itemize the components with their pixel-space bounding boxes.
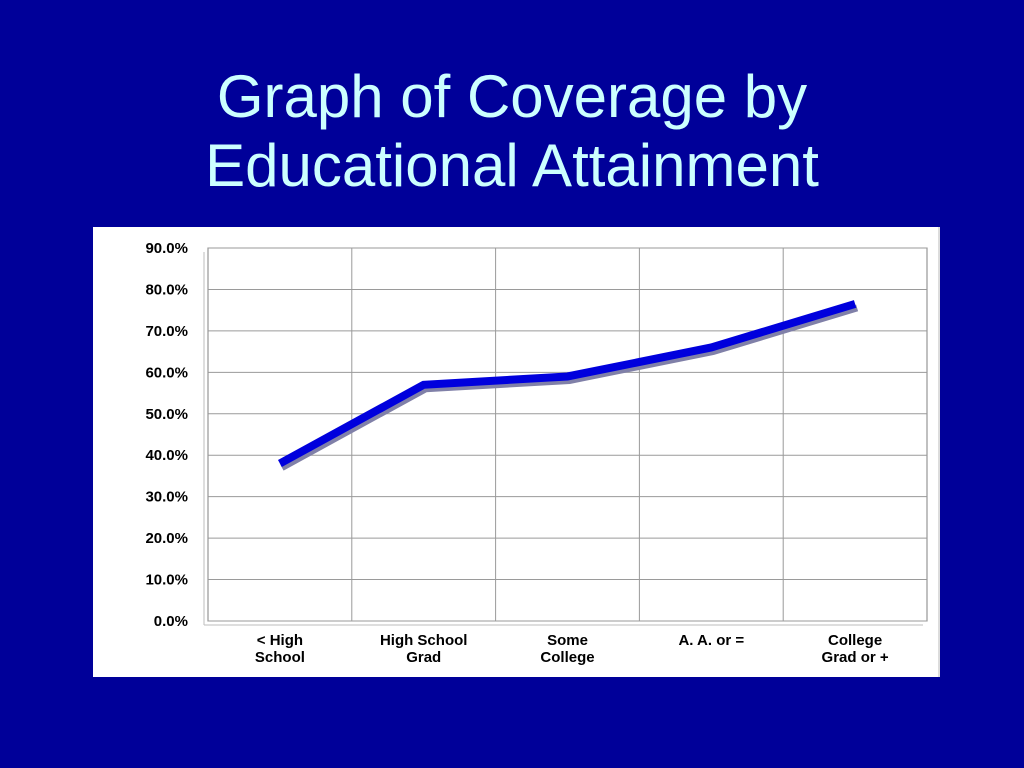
x-category-label-line: Some — [547, 632, 588, 649]
plot-area-border — [207, 247, 928, 622]
y-tick-label: 60.0% — [145, 364, 188, 381]
y-tick-label: 90.0% — [145, 240, 188, 257]
x-category-label-line: School — [255, 649, 305, 666]
y-axis-tick-labels: 0.0% 10.0% 20.0% 30.0% 40.0% 50.0% 60.0% 70.0% 8… — [145, 240, 188, 630]
x-category-label-line: Grad or + — [822, 649, 889, 666]
y-tick-label: 80.0% — [145, 281, 188, 298]
y-tick-label: 20.0% — [145, 530, 188, 547]
x-category-label-line: College — [540, 649, 594, 666]
x-category-label-line: < High — [257, 632, 303, 649]
x-category-label-line: High School — [380, 632, 468, 649]
gridlines — [208, 247, 927, 622]
x-category-label-line: A. A. or = — [678, 632, 744, 649]
series-line — [277, 300, 859, 471]
plot-area — [203, 247, 928, 626]
slide-title-line-2: Educational Attainment — [205, 132, 819, 199]
y-tick-label: 10.0% — [145, 572, 188, 589]
x-category-label: High School Grad — [380, 632, 468, 666]
x-category-label: < High School — [255, 632, 305, 666]
x-category-label: Some College — [540, 632, 594, 666]
x-category-label: A. A. or = — [678, 632, 744, 649]
x-category-label-line: College — [828, 632, 882, 649]
y-tick-label: 0.0% — [154, 613, 188, 630]
slide-title-line-1: Graph of Coverage by — [216, 63, 808, 130]
line-chart: 0.0% 10.0% 20.0% 30.0% 40.0% 50.0% 60.0% 70.0% 8… — [145, 240, 928, 666]
series-line-shadow — [280, 304, 859, 471]
slide-title: Graph of Coverage by Educational Attainm… — [0, 62, 1024, 200]
y-tick-label: 40.0% — [145, 447, 188, 464]
x-category-label: College Grad or + — [822, 632, 889, 666]
y-tick-label: 50.0% — [145, 406, 188, 423]
chart-panel: 0.0% 10.0% 20.0% 30.0% 40.0% 50.0% 60.0% 70.0% 8… — [93, 227, 940, 677]
y-tick-label: 30.0% — [145, 489, 188, 506]
y-tick-label: 70.0% — [145, 323, 188, 340]
x-category-label-line: Grad — [406, 649, 441, 666]
